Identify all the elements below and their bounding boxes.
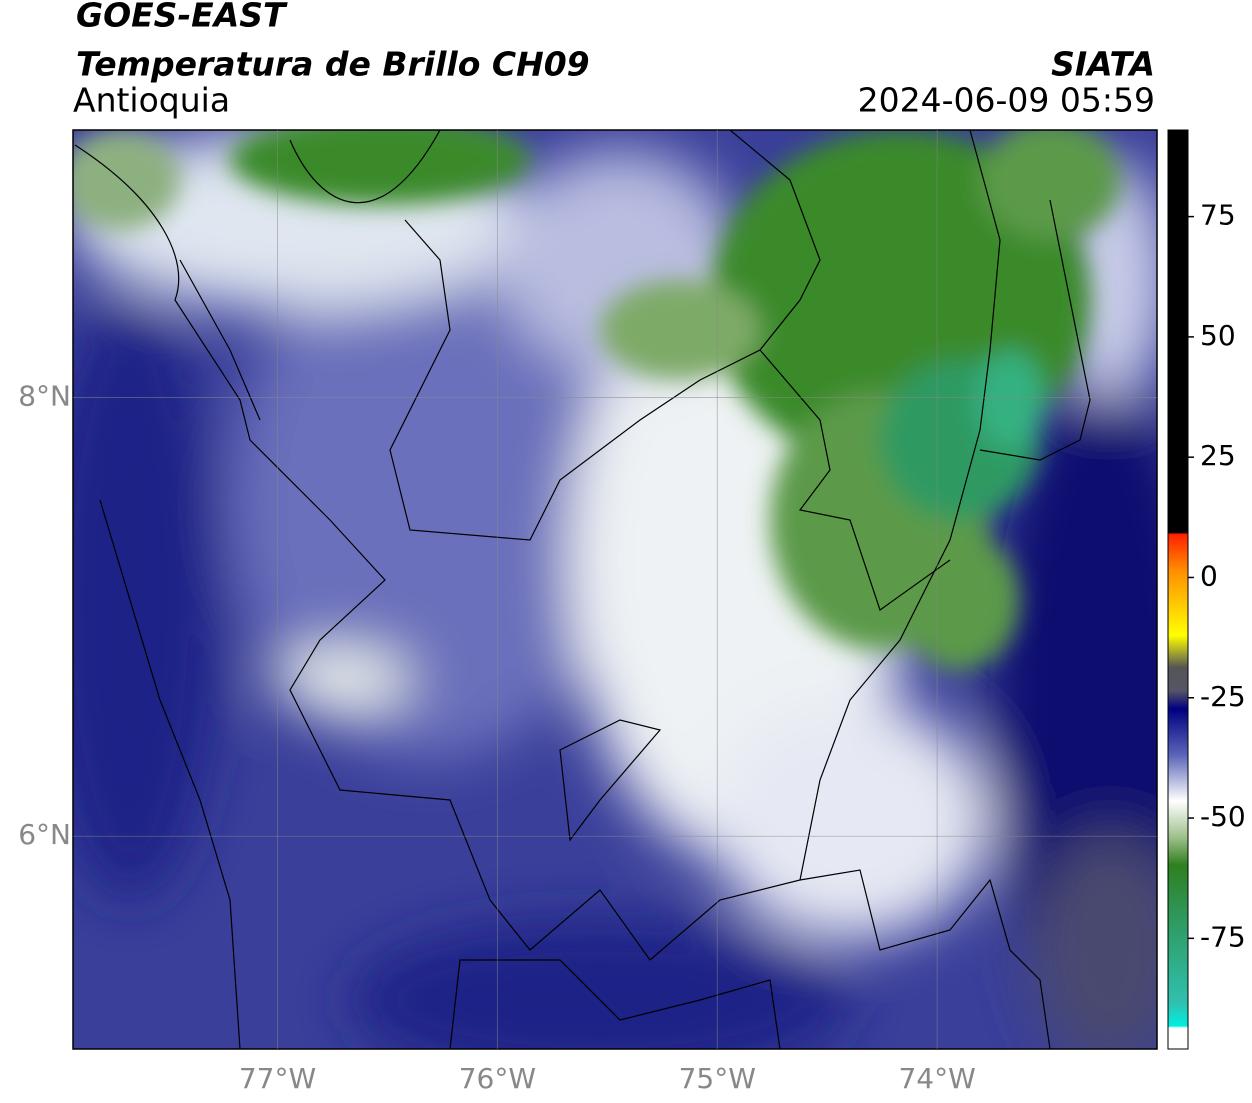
map-frame	[72, 129, 1158, 1050]
source: SIATA	[1051, 45, 1155, 84]
colorbar-tick-label: 25	[1200, 439, 1236, 472]
title: GOES-EAST	[76, 0, 288, 35]
colorbar-tick-label: 50	[1200, 319, 1236, 352]
subtitle: Temperatura de Brillo CH09	[76, 45, 590, 84]
x-tick-label: 74°W	[898, 1062, 975, 1095]
colorbar-tick-label: 75	[1200, 199, 1236, 232]
y-tick-label: 6°N	[18, 818, 71, 851]
datetime: 2024-06-09 05:59	[858, 81, 1155, 120]
colorbar-tick-label: -25	[1200, 680, 1246, 713]
x-tick-label: 77°W	[239, 1062, 316, 1095]
colorbar-tick-label: 0	[1200, 559, 1218, 592]
imagery	[73, 130, 1157, 1049]
region: Antioquia	[73, 81, 230, 120]
y-tick-label: 8°N	[18, 380, 71, 413]
x-tick-label: 75°W	[679, 1062, 756, 1095]
colorbar-tick-label: -75	[1200, 920, 1246, 953]
x-tick-label: 76°W	[459, 1062, 536, 1095]
colorbar-tick-label: -50	[1200, 800, 1246, 833]
colorbar	[1167, 129, 1189, 1050]
